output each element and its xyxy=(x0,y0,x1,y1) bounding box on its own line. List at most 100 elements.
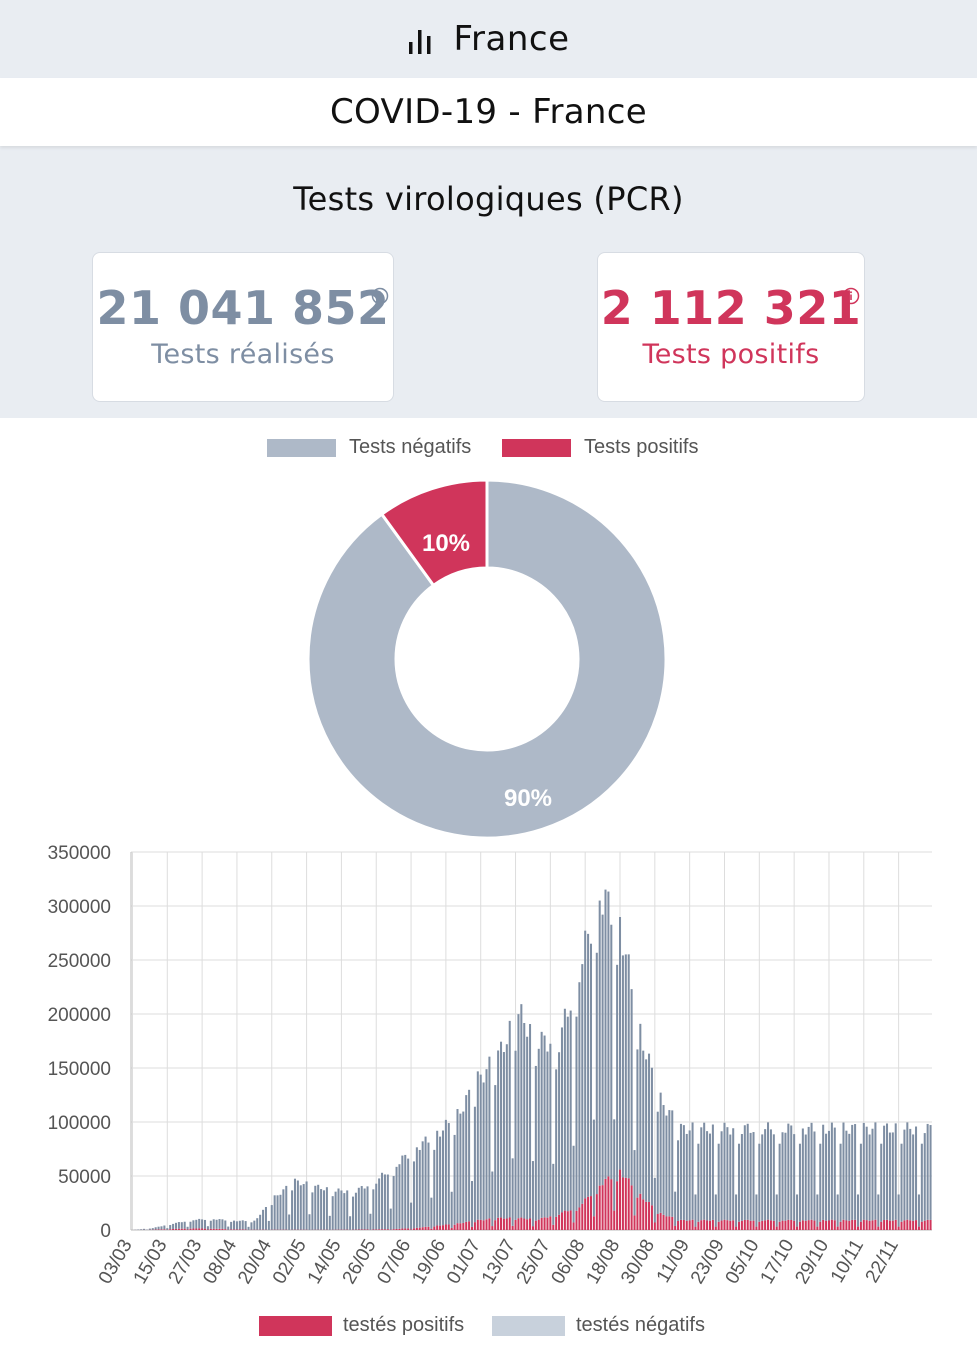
bar-negative xyxy=(256,1218,259,1230)
bar-negative xyxy=(572,1145,575,1223)
donut-slices xyxy=(306,478,668,840)
bar-negative xyxy=(883,1125,886,1221)
bar-positive xyxy=(473,1222,476,1230)
bar-positive xyxy=(235,1229,238,1230)
info-icon[interactable] xyxy=(842,287,860,305)
bar-negative xyxy=(642,1050,645,1200)
bar-negative xyxy=(375,1183,378,1230)
bar-positive xyxy=(552,1224,555,1230)
bar-negative xyxy=(540,1031,543,1218)
donut-data-label: 10% xyxy=(422,530,470,557)
bar-positive xyxy=(784,1220,787,1230)
x-tick-label: 20/04 xyxy=(234,1236,276,1288)
bar-negative xyxy=(737,1143,741,1222)
bar-positive xyxy=(209,1228,212,1230)
bar-negative xyxy=(598,900,601,1186)
bar-positive xyxy=(598,1185,601,1230)
bar-negative xyxy=(920,1143,923,1222)
bar-positive xyxy=(825,1220,828,1230)
positives-label: Tests positifs xyxy=(642,339,820,370)
bar-positive xyxy=(807,1220,810,1230)
bar-negative xyxy=(619,917,622,1170)
bar-negative xyxy=(340,1190,343,1230)
bar-positive xyxy=(717,1221,720,1230)
bar-negative xyxy=(224,1220,227,1230)
bar-positive xyxy=(401,1228,404,1230)
bar-negative xyxy=(787,1123,790,1220)
bar-negative xyxy=(807,1126,810,1221)
bar-negative xyxy=(494,1085,497,1221)
bar-negative xyxy=(233,1220,236,1230)
x-tick-label: 18/08 xyxy=(582,1236,624,1288)
bar-negative xyxy=(421,1141,424,1228)
bar-positive xyxy=(798,1221,801,1230)
bar-negative xyxy=(299,1185,302,1230)
region-name[interactable]: France xyxy=(453,19,570,59)
bar-positive xyxy=(610,1179,613,1230)
bar-negative xyxy=(566,1016,569,1212)
bar-negative xyxy=(468,1089,471,1222)
x-tick-label: 29/10 xyxy=(791,1236,833,1288)
bar-positive xyxy=(674,1225,677,1230)
bar-chart-icon xyxy=(409,30,431,54)
bar-negative xyxy=(589,943,593,1197)
bar-positive xyxy=(796,1226,799,1230)
bar-negative xyxy=(639,1023,642,1194)
bar-positive xyxy=(636,1197,639,1230)
bar-negative xyxy=(607,891,610,1177)
x-tick-label: 23/09 xyxy=(687,1236,729,1288)
bar-positive xyxy=(447,1224,450,1230)
bar-positive xyxy=(848,1220,851,1230)
bar-negative xyxy=(218,1219,221,1229)
bar-positive xyxy=(500,1217,503,1230)
bar-positive xyxy=(407,1228,410,1230)
bar-negative xyxy=(735,1194,738,1227)
bar-negative xyxy=(189,1221,192,1229)
bar-positive xyxy=(529,1218,532,1230)
bar-positive xyxy=(468,1221,471,1230)
legend-label: Tests positifs xyxy=(584,436,698,458)
bar-positive xyxy=(711,1219,714,1230)
bar-positive xyxy=(433,1226,436,1230)
bar-negative xyxy=(395,1166,398,1229)
bar-positive xyxy=(868,1220,871,1230)
bar-negative xyxy=(441,1130,444,1226)
bar-negative xyxy=(302,1184,305,1230)
bar-negative xyxy=(526,1036,529,1220)
bar-positive xyxy=(772,1220,775,1230)
bar-positive xyxy=(534,1220,537,1230)
bar-positive xyxy=(563,1210,566,1230)
y-tick-label: 200000 xyxy=(48,1005,111,1026)
bar-negative xyxy=(305,1181,308,1230)
bar-negative xyxy=(662,1105,665,1215)
bar-positive xyxy=(633,1215,636,1230)
x-tick-label: 22/11 xyxy=(862,1236,903,1286)
bar-negative xyxy=(886,1123,889,1220)
x-tick-label: 26/05 xyxy=(339,1236,381,1288)
bar-negative xyxy=(296,1180,299,1230)
bar-negative xyxy=(621,955,624,1178)
bar-negative xyxy=(470,1181,474,1227)
bar-positive xyxy=(502,1218,505,1230)
bar-positive xyxy=(404,1228,407,1230)
info-icon[interactable] xyxy=(371,287,389,305)
x-tick-label: 10/11 xyxy=(827,1236,868,1286)
bar-positive xyxy=(526,1219,529,1230)
bar-legend: testés positifs testés négatifs xyxy=(259,1314,705,1336)
bar-negative xyxy=(389,1208,392,1230)
bar-negative xyxy=(195,1219,198,1229)
bar-positive xyxy=(203,1228,207,1230)
x-tick-label: 19/06 xyxy=(408,1236,450,1288)
bar-negative xyxy=(203,1219,207,1229)
bar-negative xyxy=(816,1194,819,1227)
bar-positive xyxy=(648,1201,651,1230)
bar-negative xyxy=(929,1125,932,1220)
bar-negative xyxy=(453,1134,456,1225)
bar-positive xyxy=(212,1228,215,1230)
bar-positive xyxy=(749,1220,752,1230)
bar-negative xyxy=(169,1225,172,1230)
bar-positive xyxy=(456,1223,459,1230)
bar-negative xyxy=(334,1191,337,1230)
bar-negative xyxy=(549,1043,552,1217)
bar-positive xyxy=(450,1227,453,1230)
